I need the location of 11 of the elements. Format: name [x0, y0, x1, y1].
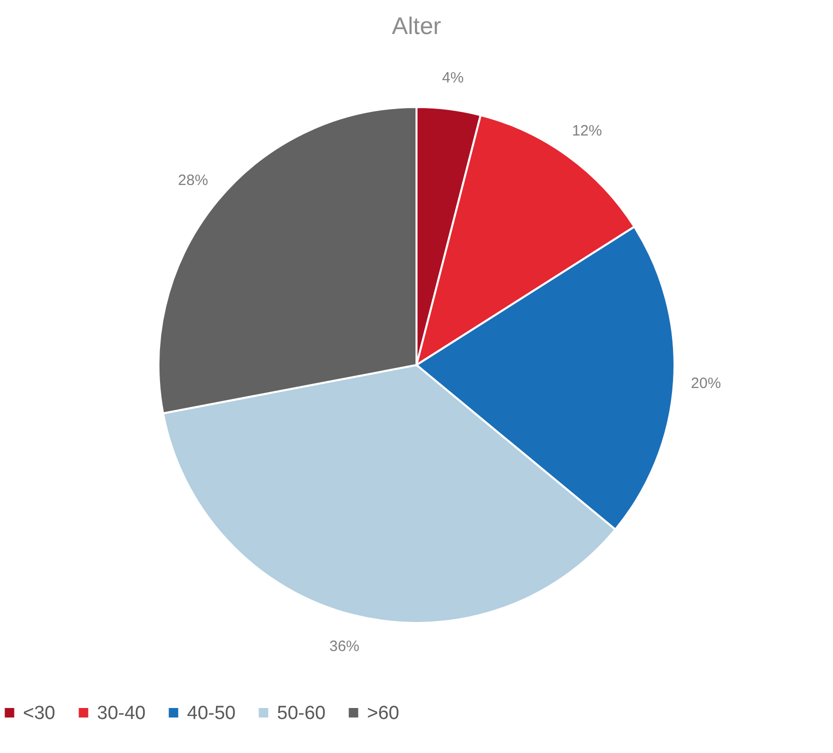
legend-label: <30 [23, 702, 56, 724]
data-label: 36% [329, 638, 360, 655]
legend-label: 40-50 [187, 702, 236, 724]
data-label: 4% [442, 69, 464, 86]
data-label: 20% [690, 375, 721, 392]
chart-title: Alter [392, 13, 442, 40]
data-label: 12% [572, 122, 602, 140]
legend-label: 30-40 [97, 702, 146, 724]
legend-label: 50-60 [277, 702, 326, 724]
data-label: 28% [178, 172, 208, 190]
legend-label: >60 [367, 702, 400, 724]
